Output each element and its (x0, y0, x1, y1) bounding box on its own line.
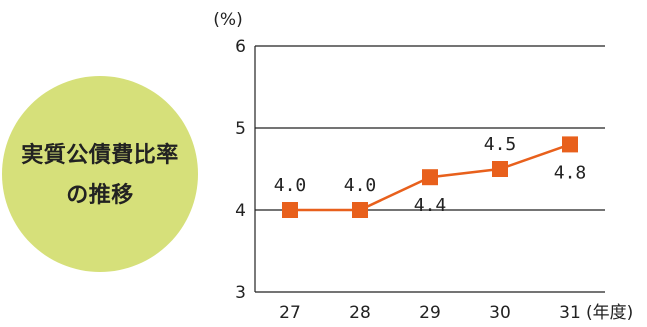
y-tick-label-4: 4 (235, 201, 246, 221)
chart-title-line1: 実質公債費比率 (21, 143, 179, 168)
x-tick-label-27: 27 (279, 303, 301, 323)
chart-title-badge: 実質公債費比率 の推移 (2, 76, 198, 272)
data-label-28: 4.0 (344, 175, 377, 196)
y-tick-label-6: 6 (235, 37, 246, 57)
y-tick-label-5: 5 (235, 119, 246, 139)
x-tick-label-30: 30 (489, 303, 511, 323)
y-tick-label-3: 3 (235, 283, 246, 303)
data-point-30 (492, 161, 508, 177)
x-tick-label-31: 31 (559, 303, 581, 323)
data-point-28 (352, 202, 368, 218)
x-axis-unit-label: (年度) (586, 303, 633, 323)
chart-title-line2: の推移 (66, 183, 134, 208)
x-tick-label-28: 28 (349, 303, 371, 323)
data-label-31: 4.8 (554, 162, 587, 183)
data-point-31 (562, 136, 578, 153)
data-point-27 (282, 202, 298, 218)
data-label-30: 4.5 (484, 134, 517, 155)
data-label-27: 4.0 (274, 175, 307, 196)
data-label-29: 4.4 (414, 195, 447, 216)
data-point-29 (422, 169, 438, 186)
x-tick-label-29: 29 (419, 303, 441, 323)
y-axis-unit-label: (%) (213, 10, 242, 30)
